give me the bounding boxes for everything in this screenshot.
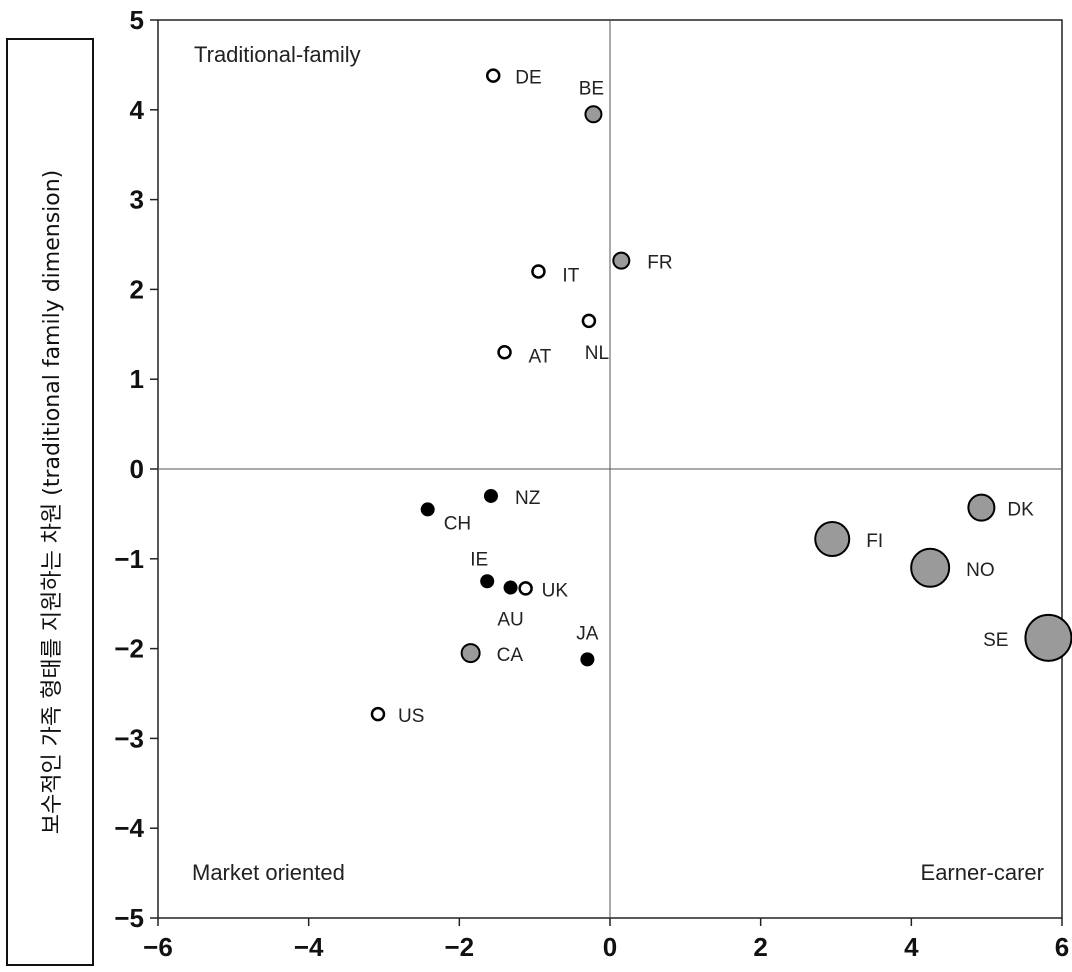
data-point-be (584, 105, 603, 124)
x-tick-label: −2 (445, 932, 475, 962)
y-tick-label: 1 (130, 364, 144, 394)
data-point-it (531, 264, 546, 279)
data-label-fi: FI (866, 531, 883, 552)
data-point-ch (420, 502, 435, 517)
data-label-nl: NL (585, 343, 609, 364)
data-point-uk (518, 581, 533, 596)
x-tick-label: −4 (294, 932, 324, 962)
y-tick-label: −4 (114, 813, 144, 843)
data-point-nl (581, 313, 597, 329)
plot-area: −5 −4 −3 −2 −1 0 1 2 3 4 5 −6 −4 −2 0 2 4 6 Traditional-fa… (114, 5, 1072, 962)
data-label-nz: NZ (515, 488, 541, 509)
data-label-dk: DK (1007, 500, 1034, 521)
y-axis-label-box: 보수적인 가족 형태를 지원하는 차원 (traditional family … (6, 38, 94, 966)
data-point-fr (612, 251, 631, 270)
y-tick-label: −3 (114, 723, 144, 753)
data-label-us: US (398, 706, 424, 727)
data-label-be: BE (579, 78, 604, 99)
x-tick-label: −6 (143, 932, 173, 962)
x-tick-label: 0 (603, 932, 617, 962)
data-label-ja: JA (576, 623, 599, 644)
data-label-no: NO (966, 560, 995, 581)
x-tick-label: 6 (1055, 932, 1069, 962)
y-tick-label: 4 (130, 95, 145, 125)
data-point-de (485, 68, 501, 83)
data-point-se (1024, 613, 1072, 662)
x-tick-label: 2 (753, 932, 767, 962)
y-tick-label: 2 (130, 274, 144, 304)
data-point-at (497, 345, 512, 360)
data-label-fr: FR (647, 253, 672, 274)
data-point-dk (967, 493, 996, 522)
data-point-ie (480, 574, 495, 589)
y-tick-label: −1 (114, 544, 144, 574)
data-label-au: AU (497, 610, 523, 631)
data-point-nz (483, 488, 498, 503)
data-point-au (503, 580, 518, 595)
data-label-at: AT (529, 346, 552, 367)
data-label-se: SE (983, 630, 1008, 651)
data-label-ch: CH (444, 513, 471, 534)
data-point-ca (460, 643, 481, 664)
y-tick-label: −5 (114, 903, 144, 933)
y-tick-label: −2 (114, 634, 144, 664)
data-label-ca: CA (497, 645, 524, 666)
data-point-us (370, 706, 386, 722)
y-tick-label: 3 (130, 185, 144, 215)
data-label-de: DE (515, 68, 541, 89)
data-point-no (910, 547, 951, 588)
data-point-ja (580, 652, 595, 667)
y-tick-label: 5 (130, 5, 144, 35)
data-point-fi (814, 521, 851, 558)
quadrant-label-bottom-right: Earner-carer (921, 860, 1044, 885)
data-label-uk: UK (542, 580, 569, 601)
y-tick-label: 0 (130, 454, 144, 484)
quadrant-label-top-left: Traditional-family (194, 42, 361, 67)
quadrant-label-bottom-left: Market oriented (192, 860, 345, 885)
data-label-ie: IE (470, 549, 488, 570)
data-label-it: IT (562, 265, 579, 286)
x-tick-label: 4 (904, 932, 919, 962)
